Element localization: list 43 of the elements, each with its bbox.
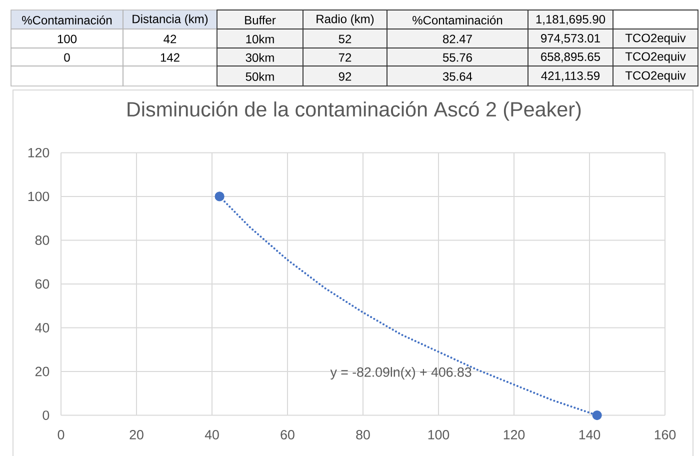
text: 35.64 [442,72,472,81]
text: 421,113.59 [541,72,600,82]
x-tick-label: 140 [579,430,600,440]
text: Distancia (km) [132,14,208,26]
y-tick-label: 60 [35,279,50,289]
text: 72 [338,53,352,62]
text: 42 [164,34,176,44]
x-tick-label: 40 [204,430,219,440]
x-tick-label: 20 [130,430,144,440]
y-tick-label: 40 [35,323,50,332]
y-tick-label: 80 [35,236,50,245]
text: 142 [160,53,180,62]
x-tick-label: 100 [428,430,450,440]
text: %Contaminación [412,16,502,24]
text: 10km [246,34,274,44]
text: 50km [246,72,274,81]
text: 55.76 [442,53,472,62]
y-tick-label: 100 [28,192,50,202]
text: TCO2equiv [625,70,686,82]
text: %Contaminación [22,16,112,24]
text: 974,573.01 [541,34,600,44]
x-tick-label: 120 [504,430,525,440]
x-tick-label: 80 [356,430,370,440]
y-tick-label: 20 [35,366,50,376]
text: 658,895.65 [541,52,600,62]
x-tick-label: 60 [280,430,294,440]
text: 100 [58,34,77,44]
text: 92 [338,72,352,81]
text: 82.47 [443,34,472,44]
x-tick-label: 160 [654,430,676,440]
text: 0 [64,53,70,62]
chart-title: Disminución de la contaminación Ascó 2 (Peaker) [128,101,581,121]
text: Radio (km) [316,14,374,26]
text: TCO2equiv [625,33,686,45]
y-tick-label: 120 [28,148,50,158]
text: 52 [338,34,352,44]
text: 1,181,695.90 [536,15,606,25]
text: TCO2equiv [625,52,686,64]
text: 30km [246,53,274,62]
y-tick-label: 0 [42,410,50,420]
x-tick-label: 0 [58,430,64,440]
text: Buffer [245,16,276,24]
annotation: y = -82.09ln(x) + 406.83 [330,367,472,380]
